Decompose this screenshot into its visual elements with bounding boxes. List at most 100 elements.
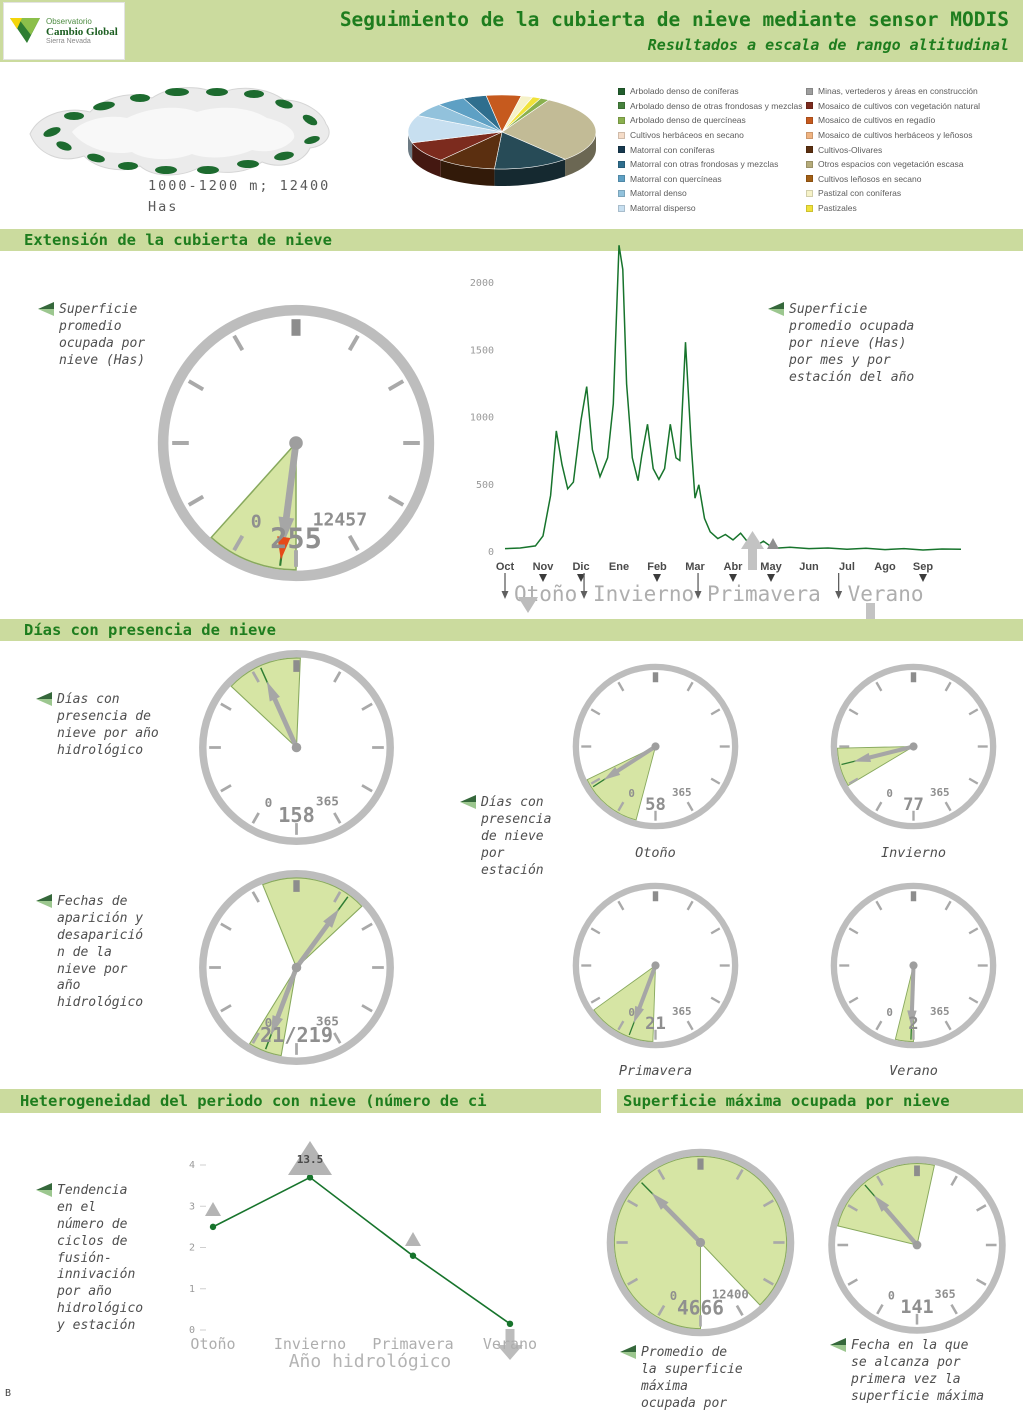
svg-text:Otoño: Otoño bbox=[190, 1335, 235, 1353]
legend-label: Pastizal con coníferas bbox=[818, 188, 902, 199]
legend-label: Matorral disperso bbox=[630, 203, 696, 214]
legend-swatch-icon bbox=[806, 160, 813, 168]
legend-swatch-icon bbox=[618, 102, 625, 110]
callout-serie-mensual: Superficie promedio ocupada por nieve (H… bbox=[768, 302, 958, 386]
section-heterogeneidad-band: Heterogeneidad del periodo con nieve (nú… bbox=[0, 1089, 601, 1113]
snow-monthly-line-chart: 0 500 1000 1500 2000 Oct Nov Dic Ene Feb Mar Abr May… bbox=[470, 245, 962, 628]
callout-dias-anio: Días con presencia de nieve por año hidr… bbox=[36, 692, 181, 760]
legend-swatch-icon bbox=[806, 189, 813, 197]
legend-item: Matorral con otras frondosas y mezclas bbox=[618, 157, 802, 172]
callout-fecha-max: Fecha en la que se alcanza por primera v… bbox=[830, 1338, 1005, 1406]
svg-text:Jun: Jun bbox=[799, 561, 819, 573]
svg-text:Ene: Ene bbox=[609, 561, 629, 573]
callout-text: Tendencia en el número de ciclos de fusi… bbox=[57, 1183, 144, 1334]
legend-swatch-icon bbox=[618, 204, 625, 212]
svg-text:Verano: Verano bbox=[483, 1335, 537, 1353]
legend-item: Cultivos-Olivares bbox=[806, 142, 980, 157]
legend-item: Matorral con quercíneas bbox=[618, 172, 802, 187]
callout-text: Superficie promedio ocupada por nieve (H… bbox=[789, 302, 915, 385]
legend-swatch-icon bbox=[618, 131, 625, 139]
callout-arrow-icon bbox=[460, 795, 476, 809]
svg-text:Invierno: Invierno bbox=[593, 582, 694, 606]
callout-text: Fecha en la que se alcanza por primera v… bbox=[851, 1338, 985, 1404]
svg-text:141: 141 bbox=[900, 1297, 933, 1318]
sierra-nevada-map bbox=[29, 87, 330, 176]
legend-label: Mosaico de cultivos con vegetación natur… bbox=[818, 100, 981, 111]
svg-text:Oct: Oct bbox=[496, 561, 515, 573]
svg-text:Invierno: Invierno bbox=[274, 1335, 346, 1353]
snow-band-patches bbox=[43, 88, 320, 174]
svg-text:Sep: Sep bbox=[913, 561, 933, 573]
legend-swatch-icon bbox=[806, 175, 813, 183]
svg-text:Primavera: Primavera bbox=[707, 582, 821, 606]
legend-swatch-icon bbox=[806, 102, 813, 110]
svg-text:255: 255 bbox=[270, 522, 322, 556]
svg-text:Año hidrológico: Año hidrológico bbox=[289, 1351, 452, 1372]
gauge-invierno: 0 365 77 bbox=[830, 663, 997, 830]
svg-text:0: 0 bbox=[670, 1289, 677, 1303]
legend-item: Mosaico de cultivos con vegetación natur… bbox=[806, 99, 980, 114]
legend-item: Otros espacios con vegetación escasa bbox=[806, 157, 980, 172]
landcover-pie-chart bbox=[407, 94, 597, 187]
legend-label: Arbolado denso de coníferas bbox=[630, 86, 739, 97]
legend-swatch-icon bbox=[618, 160, 625, 168]
svg-text:Dic: Dic bbox=[572, 561, 589, 573]
callout-arrow-icon bbox=[36, 1183, 52, 1197]
callout-arrow-icon bbox=[36, 692, 52, 706]
legend-swatch-icon bbox=[806, 146, 813, 154]
legend-label: Arbolado denso de quercíneas bbox=[630, 115, 746, 126]
svg-text:0: 0 bbox=[488, 547, 494, 558]
svg-text:1000: 1000 bbox=[470, 413, 494, 424]
legend-item: Pastizal con coníferas bbox=[806, 186, 980, 201]
svg-text:May: May bbox=[760, 561, 782, 573]
gauge-verano: 0 365 2 bbox=[830, 882, 997, 1049]
section-superficie-maxima-title: Superficie máxima ocupada por nieve bbox=[623, 1092, 950, 1110]
logo-triangle-icon bbox=[10, 18, 40, 43]
legend-label: Mosaico de cultivos en regadío bbox=[818, 115, 936, 126]
legend-swatch-icon bbox=[618, 175, 625, 183]
svg-text:Abr: Abr bbox=[724, 561, 744, 573]
legend-swatch-icon bbox=[806, 87, 813, 95]
logo: Observatorio Cambio Global Sierra Nevada bbox=[3, 2, 125, 60]
svg-text:365: 365 bbox=[672, 1005, 692, 1018]
svg-text:158: 158 bbox=[278, 803, 315, 827]
legend-item: Matorral denso bbox=[618, 186, 802, 201]
legend-label: Cultivos-Olivares bbox=[818, 144, 883, 155]
area-unit-label: Has bbox=[148, 198, 179, 215]
section-extension-band: Extensión de la cubierta de nieve bbox=[0, 229, 1023, 251]
svg-text:0: 0 bbox=[886, 787, 893, 800]
legend-label: Matorral denso bbox=[630, 188, 687, 199]
callout-tendencia: Tendencia en el número de ciclos de fusi… bbox=[36, 1183, 161, 1335]
logo-line2: Cambio Global bbox=[46, 26, 118, 38]
legend-swatch-icon bbox=[618, 87, 625, 95]
svg-text:0: 0 bbox=[265, 1016, 273, 1031]
svg-text:365: 365 bbox=[930, 1005, 950, 1018]
svg-text:Ago: Ago bbox=[874, 561, 896, 573]
callout-text: Días con presencia de nieve por año hidr… bbox=[57, 692, 159, 758]
legend-item: Arbolado denso de coníferas bbox=[618, 84, 802, 99]
svg-text:0: 0 bbox=[265, 796, 273, 811]
svg-text:0: 0 bbox=[251, 511, 262, 532]
legend-swatch-icon bbox=[806, 131, 813, 139]
svg-text:4: 4 bbox=[189, 1160, 195, 1171]
legend-item: Arbolado denso de quercíneas bbox=[618, 113, 802, 128]
section-superficie-maxima-band: Superficie máxima ocupada por nieve bbox=[617, 1089, 1023, 1113]
gauge-verano-caption: Verano bbox=[889, 1063, 938, 1079]
legend-label: Cultivos herbáceos en secano bbox=[630, 130, 744, 141]
svg-text:0: 0 bbox=[628, 1006, 635, 1019]
svg-text:0: 0 bbox=[628, 787, 635, 800]
legend-item: Cultivos leñosos en secano bbox=[806, 172, 980, 187]
svg-text:13.5: 13.5 bbox=[297, 1153, 324, 1166]
trend-ciclos-line-chart: 0 1 2 3 4 13.5 Otoño Invierno Primavera Verano Año… bbox=[189, 1141, 537, 1372]
callout-arrow-icon bbox=[38, 302, 54, 316]
svg-text:Verano: Verano bbox=[848, 582, 924, 606]
legend-swatch-icon bbox=[618, 116, 625, 124]
svg-text:21: 21 bbox=[645, 1014, 666, 1034]
legend-label: Cultivos leñosos en secano bbox=[818, 173, 922, 184]
page-footer: B bbox=[5, 1388, 12, 1399]
svg-text:1: 1 bbox=[189, 1284, 195, 1295]
callout-fechas: Fechas de aparición y desaparició n de l… bbox=[36, 894, 161, 1012]
